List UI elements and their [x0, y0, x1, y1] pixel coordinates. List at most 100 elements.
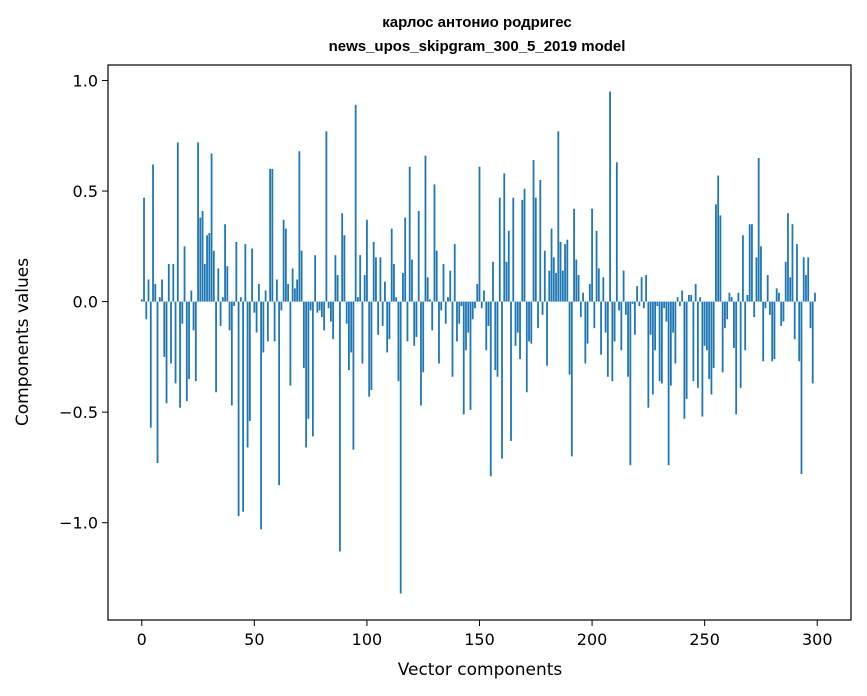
bar — [465, 301, 467, 351]
bar — [600, 301, 602, 355]
x-tick-label: 100 — [352, 630, 383, 649]
bar — [424, 155, 427, 302]
bar — [147, 279, 150, 302]
bar — [507, 230, 510, 302]
bar — [631, 301, 634, 304]
bar — [440, 301, 443, 311]
bar — [431, 301, 434, 331]
y-tick-label: 0.0 — [73, 293, 98, 312]
bar — [710, 301, 713, 395]
bar — [568, 301, 571, 375]
bar — [636, 286, 639, 302]
bar — [744, 301, 747, 351]
bar — [474, 301, 476, 309]
bar — [647, 301, 650, 408]
bar — [514, 301, 517, 346]
bar — [760, 246, 762, 302]
x-tick-label: 300 — [802, 630, 833, 649]
bar — [212, 250, 215, 302]
bar — [185, 301, 188, 402]
bar — [537, 301, 539, 329]
bar — [764, 301, 767, 309]
bar — [471, 301, 474, 320]
bar — [638, 301, 641, 307]
x-tick-label: 50 — [244, 630, 264, 649]
bar — [654, 301, 657, 351]
bar — [699, 297, 702, 302]
bar — [719, 215, 722, 302]
bar — [564, 244, 566, 302]
bar — [165, 301, 168, 404]
bar — [456, 301, 458, 342]
bar — [372, 241, 375, 302]
bar — [728, 292, 731, 302]
bar — [404, 217, 407, 302]
bar — [532, 160, 535, 302]
bar — [257, 283, 260, 302]
bar — [570, 301, 573, 457]
bar — [604, 301, 607, 333]
bar — [476, 283, 479, 302]
bar — [350, 301, 353, 353]
bar — [255, 301, 258, 333]
x-axis: 0 50 100 150 200 250 300 — [137, 620, 833, 649]
bar — [248, 301, 251, 421]
bar — [582, 292, 584, 302]
bar — [523, 188, 526, 302]
bar — [715, 204, 717, 302]
bar — [352, 301, 355, 450]
bar — [717, 175, 720, 302]
bar — [478, 166, 481, 302]
bar — [697, 301, 699, 388]
bar — [384, 281, 386, 302]
bar — [805, 275, 807, 302]
bar — [613, 301, 616, 342]
bar — [239, 297, 242, 302]
bar — [316, 301, 319, 313]
bar — [622, 270, 625, 302]
bar — [395, 297, 398, 302]
bar — [534, 197, 537, 302]
bar — [287, 283, 290, 302]
bar — [192, 301, 195, 331]
bar — [341, 213, 344, 302]
bar — [318, 301, 321, 311]
bar — [528, 301, 530, 342]
bar — [701, 301, 704, 417]
bar — [397, 301, 400, 382]
bar — [791, 224, 794, 302]
bar — [271, 168, 274, 302]
bar — [253, 301, 256, 313]
bar — [433, 184, 436, 302]
bar — [320, 301, 323, 318]
bar — [620, 301, 623, 351]
bar — [735, 301, 738, 415]
bar — [814, 292, 816, 302]
y-tick-label: 1.0 — [73, 71, 98, 90]
bar — [325, 131, 328, 302]
bar — [343, 235, 346, 302]
bar — [172, 264, 175, 302]
bar — [678, 301, 681, 307]
bar — [492, 261, 494, 302]
bar — [339, 301, 341, 552]
bar — [314, 255, 317, 302]
bar — [577, 275, 580, 302]
bar — [426, 277, 429, 302]
bar — [402, 272, 404, 302]
bar — [730, 297, 733, 302]
bar — [739, 301, 742, 388]
bar — [208, 233, 211, 302]
bar — [235, 241, 238, 302]
bar — [278, 301, 281, 486]
y-tick-label: −1.0 — [59, 514, 98, 533]
bar — [462, 301, 465, 415]
bar — [618, 301, 620, 311]
bar — [449, 270, 452, 302]
bar — [161, 279, 163, 302]
bar — [327, 301, 330, 309]
bar — [602, 277, 605, 302]
x-tick-label: 250 — [689, 630, 720, 649]
bar — [748, 224, 751, 302]
bar — [703, 301, 706, 346]
